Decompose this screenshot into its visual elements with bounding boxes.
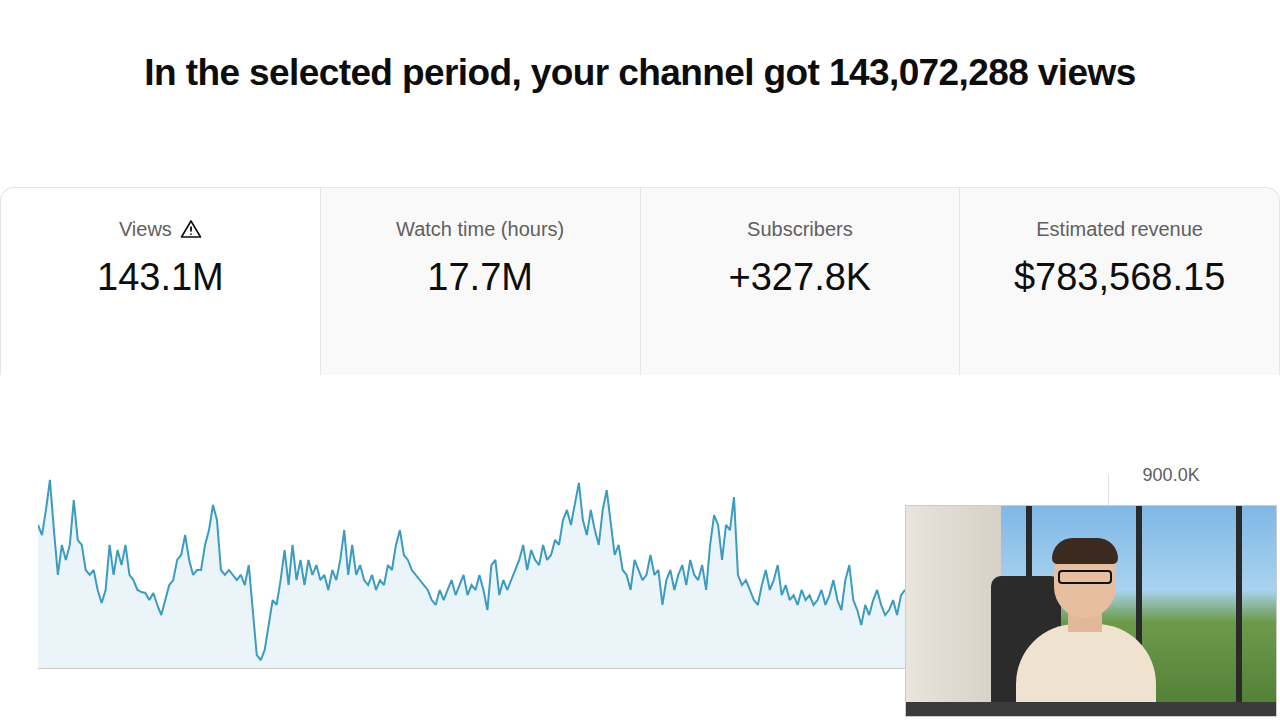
html-text:Subscribers: Subscribers [747, 218, 853, 240]
html-text:+327.8K: +327.8K [728, 256, 872, 298]
html-text:Views: Views [118, 218, 172, 240]
svg-text:900.0K: 900.0K [1143, 465, 1200, 485]
html-text:143.1M: 143.1M [97, 256, 224, 298]
html-text:In the selected period, your c: In the selected period, your channel got… [144, 52, 1136, 93]
html-text:$783,568.15: $783,568.15 [1014, 256, 1226, 298]
html-text:17.7M: 17.7M [427, 256, 533, 298]
html-text:Watch time (hours): Watch time (hours) [396, 218, 565, 240]
html-text:Estimated revenue: Estimated revenue [1036, 218, 1203, 240]
